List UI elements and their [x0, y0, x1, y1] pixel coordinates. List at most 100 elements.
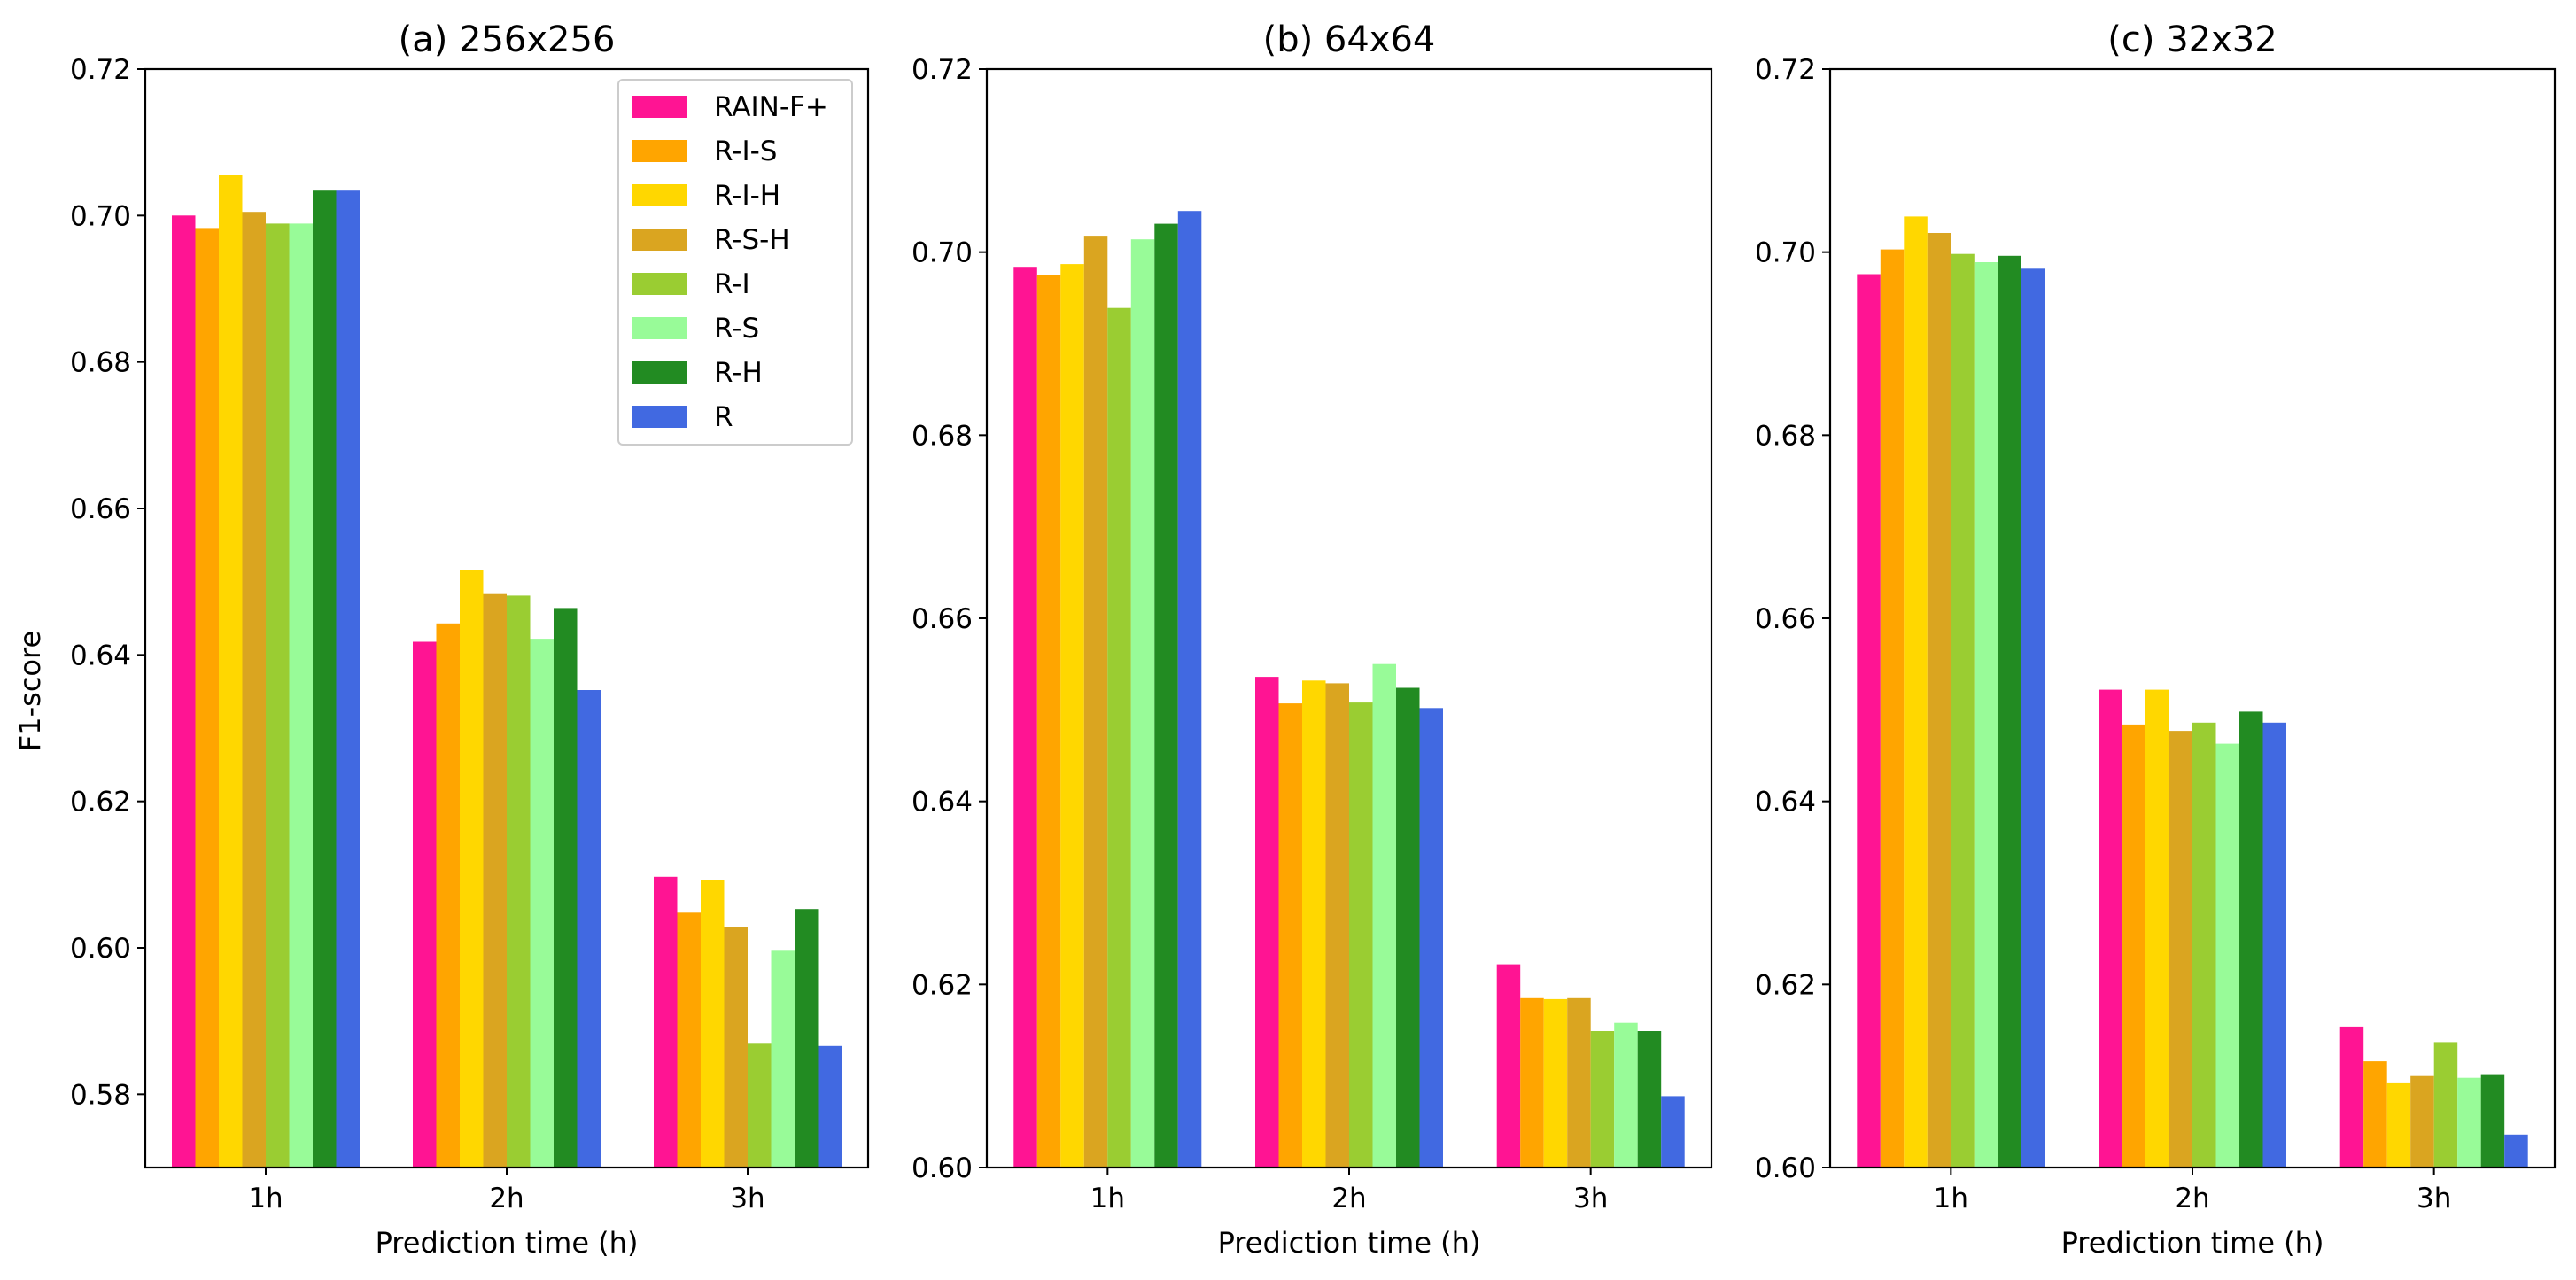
bar-r-i-h-2h — [1302, 680, 1326, 1168]
bar-r-i-s-3h — [1520, 997, 1544, 1168]
bar-r-h-3h — [2480, 1074, 2505, 1168]
bar-r-i-s-1h — [1880, 249, 1905, 1168]
bar-r-i-2h — [2192, 722, 2216, 1168]
legend-frame — [617, 79, 853, 446]
x-tick-label: 2h — [1331, 1183, 1366, 1214]
x-tick-label: 3h — [2417, 1183, 2451, 1214]
bar-r-s-h-1h — [1927, 233, 1951, 1168]
bar-r-i-h-3h — [1543, 998, 1568, 1168]
y-tick-label: 0.70 — [1755, 237, 1816, 269]
y-tick-label: 0.70 — [70, 200, 131, 232]
legend-label: R — [714, 401, 733, 433]
bar-r-i-s-3h — [677, 912, 701, 1168]
chart-title: (a) 256x256 — [399, 19, 616, 60]
bar-r-s-2h — [2215, 743, 2239, 1168]
x-tick-label: 3h — [1573, 1183, 1608, 1214]
y-tick-label: 0.68 — [912, 420, 973, 452]
bar-r-s-1h — [1974, 262, 1998, 1168]
x-tick-label: 1h — [1934, 1183, 1968, 1214]
legend-label: R-I — [714, 268, 750, 300]
legend-label: R-S-H — [714, 224, 790, 256]
panel-b-64x64: 0.60 0.62 0.64 0.66 0.68 0.70 0.72 1h 2h 3h (b) 64… — [912, 19, 1713, 1260]
bar-r-i-2h — [507, 595, 531, 1168]
x-tick-label: 1h — [248, 1183, 283, 1214]
bar-rain-f--2h — [413, 641, 437, 1168]
bar-r-2h — [2262, 722, 2286, 1168]
bar-r-s-2h — [530, 639, 554, 1168]
bar-r-2h — [1419, 708, 1443, 1168]
bar-r-i-h-1h — [1904, 216, 1928, 1168]
chart-title: (c) 32x32 — [2107, 19, 2277, 60]
y-tick-label: 0.64 — [1755, 787, 1816, 818]
x-axis-label: Prediction time (h) — [376, 1226, 639, 1260]
legend-label: R-I-H — [714, 180, 780, 212]
bar-r-s-3h — [1614, 1022, 1638, 1168]
bar-r-h-2h — [554, 608, 578, 1168]
y-tick-label: 0.58 — [70, 1079, 131, 1111]
bar-rain-f--3h — [1496, 964, 1521, 1168]
bar-rain-f--3h — [2339, 1026, 2364, 1168]
bar-rain-f--2h — [2099, 689, 2122, 1168]
bar-r-i-h-2h — [2145, 689, 2169, 1168]
bar-r-i-3h — [1590, 1031, 1615, 1168]
bar-r-i-s-1h — [1036, 275, 1061, 1168]
y-tick-label: 0.72 — [912, 54, 973, 86]
x-tick-label: 1h — [1090, 1183, 1125, 1214]
legend: RAIN-F+ R-I-S R-I-H R-S-H R-I R-S R-H R — [617, 79, 853, 446]
bar-r-h-2h — [2239, 711, 2263, 1168]
bar-r-i-2h — [1349, 702, 1373, 1168]
bar-r-s-3h — [2457, 1077, 2481, 1168]
bar-r-i-h-2h — [460, 570, 484, 1168]
bar-r-i-h-3h — [701, 880, 725, 1168]
bar-r-h-3h — [795, 909, 819, 1168]
bar-r-i-s-2h — [2122, 724, 2145, 1168]
bar-rain-f--1h — [1013, 267, 1037, 1168]
bar-r-s-h-2h — [1325, 683, 1349, 1168]
bar-r-i-1h — [1951, 253, 1975, 1168]
bar-r-h-3h — [1637, 1031, 1662, 1168]
y-tick-label: 0.68 — [70, 347, 131, 379]
legend-swatch — [632, 229, 687, 251]
legend-label: R-I-S — [714, 136, 777, 167]
bar-r-s-1h — [289, 223, 313, 1168]
bar-r-i-1h — [1107, 307, 1131, 1168]
y-tick-label: 0.72 — [1755, 54, 1816, 86]
y-tick-label: 0.60 — [1755, 1152, 1816, 1184]
bar-r-1h — [1177, 211, 1202, 1168]
bar-r-2h — [577, 690, 601, 1168]
bar-r-s-3h — [771, 950, 795, 1168]
legend-label: RAIN-F+ — [714, 91, 828, 123]
legend-swatch — [632, 184, 687, 206]
bar-r-s-h-3h — [1567, 997, 1591, 1168]
x-tick-label: 2h — [2175, 1183, 2209, 1214]
bar-r-s-h-1h — [1083, 236, 1108, 1168]
bar-r-i-h-1h — [1060, 264, 1084, 1168]
bar-r-i-s-2h — [1278, 703, 1302, 1168]
bar-r-i-3h — [748, 1043, 772, 1168]
bar-r-s-2h — [1372, 663, 1396, 1168]
bar-r-s-h-3h — [2410, 1075, 2434, 1168]
bar-rain-f--1h — [172, 215, 196, 1168]
bar-rain-f--1h — [1857, 274, 1881, 1168]
legend-swatch — [632, 317, 687, 339]
y-tick-label: 0.66 — [1755, 603, 1816, 635]
bar-r-3h — [1661, 1096, 1685, 1168]
bar-r-i-s-1h — [195, 228, 219, 1168]
y-tick-label: 0.66 — [70, 493, 131, 525]
legend-swatch — [632, 406, 687, 428]
bar-r-1h — [336, 190, 360, 1168]
bar-r-h-1h — [1998, 255, 2021, 1168]
x-axis-label: Prediction time (h) — [2061, 1226, 2324, 1260]
legend-label: R-S — [714, 313, 759, 345]
bar-r-h-1h — [313, 190, 337, 1168]
bar-r-i-3h — [2433, 1042, 2458, 1168]
bar-r-s-h-2h — [2169, 731, 2192, 1168]
y-tick-label: 0.68 — [1755, 420, 1816, 452]
y-axis-label: F1-score — [13, 631, 47, 751]
chart-title: (b) 64x64 — [1263, 19, 1436, 60]
bar-r-i-1h — [266, 223, 290, 1168]
bar-r-i-s-3h — [2363, 1061, 2387, 1168]
bar-r-s-h-3h — [724, 927, 748, 1168]
bar-r-h-1h — [1154, 223, 1178, 1168]
